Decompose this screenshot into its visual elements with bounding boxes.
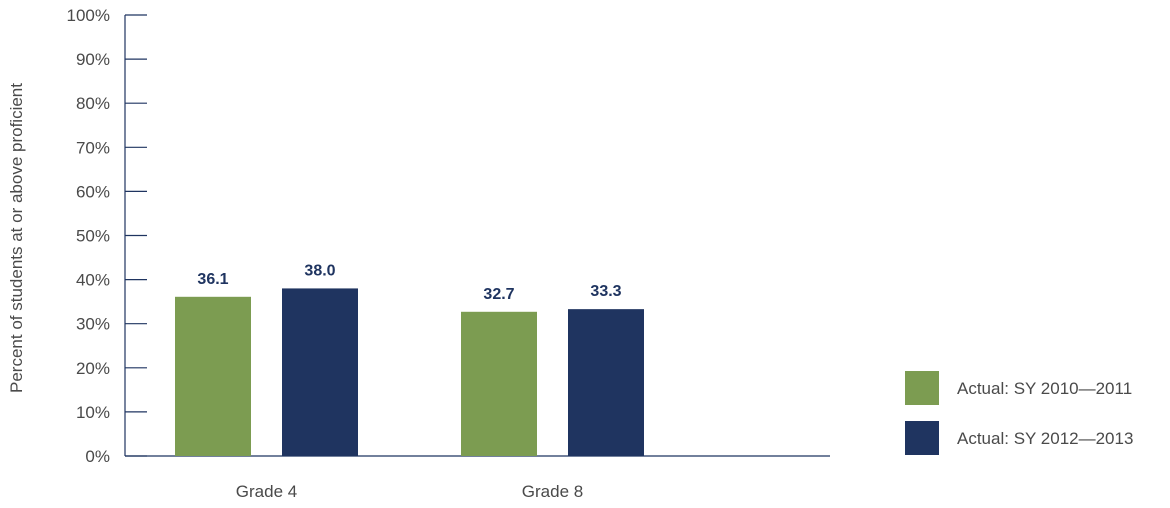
bar (282, 288, 358, 456)
x-category-label: Grade 8 (522, 482, 583, 501)
bar (175, 296, 251, 456)
legend-label: Actual: SY 2010—2011 (957, 379, 1132, 398)
y-axis: 0% 10% 20% 30% 40% 50% 60% 70% 80% 90% 100% (67, 6, 830, 466)
y-tick-label: 70% (76, 138, 110, 157)
bar (461, 311, 537, 456)
bars (175, 288, 644, 456)
data-label: 32.7 (483, 286, 514, 303)
data-label: 33.3 (590, 283, 621, 300)
y-tick-label: 40% (76, 271, 110, 290)
legend-swatch (905, 371, 939, 405)
y-tick-label: 100% (67, 6, 110, 25)
legend-swatch (905, 421, 939, 455)
x-category-label: Grade 4 (236, 482, 297, 501)
legend: Actual: SY 2010—2011 Actual: SY 2012—2013 (905, 371, 1133, 455)
y-tick-label: 80% (76, 94, 110, 113)
data-label: 36.1 (197, 271, 228, 288)
y-tick-label: 60% (76, 182, 110, 201)
y-tick-label: 90% (76, 50, 110, 69)
y-tick-label: 50% (76, 227, 110, 246)
data-label: 38.0 (304, 262, 335, 279)
x-axis-categories: Grade 4 Grade 8 (236, 482, 583, 501)
y-tick-label: 20% (76, 359, 110, 378)
legend-label: Actual: SY 2012—2013 (957, 429, 1133, 448)
y-tick-label: 30% (76, 315, 110, 334)
bar (568, 309, 644, 456)
y-tick-label: 10% (76, 403, 110, 422)
y-axis-label: Percent of students at or above proficie… (7, 83, 26, 393)
y-tick-label: 0% (85, 447, 110, 466)
data-labels: 36.1 38.0 32.7 33.3 (197, 262, 621, 302)
